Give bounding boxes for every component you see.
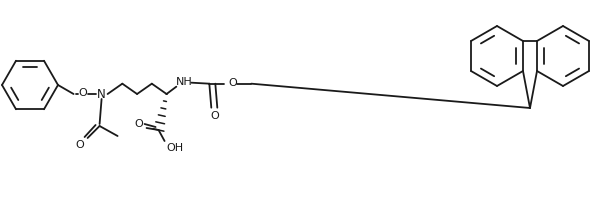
- Text: NH: NH: [176, 77, 193, 87]
- Text: OH: OH: [166, 143, 183, 153]
- Text: O: O: [228, 78, 237, 88]
- Text: O: O: [75, 140, 84, 150]
- Text: N: N: [97, 88, 106, 100]
- Text: O: O: [210, 111, 219, 121]
- Text: O: O: [78, 88, 87, 98]
- Text: O: O: [134, 119, 143, 129]
